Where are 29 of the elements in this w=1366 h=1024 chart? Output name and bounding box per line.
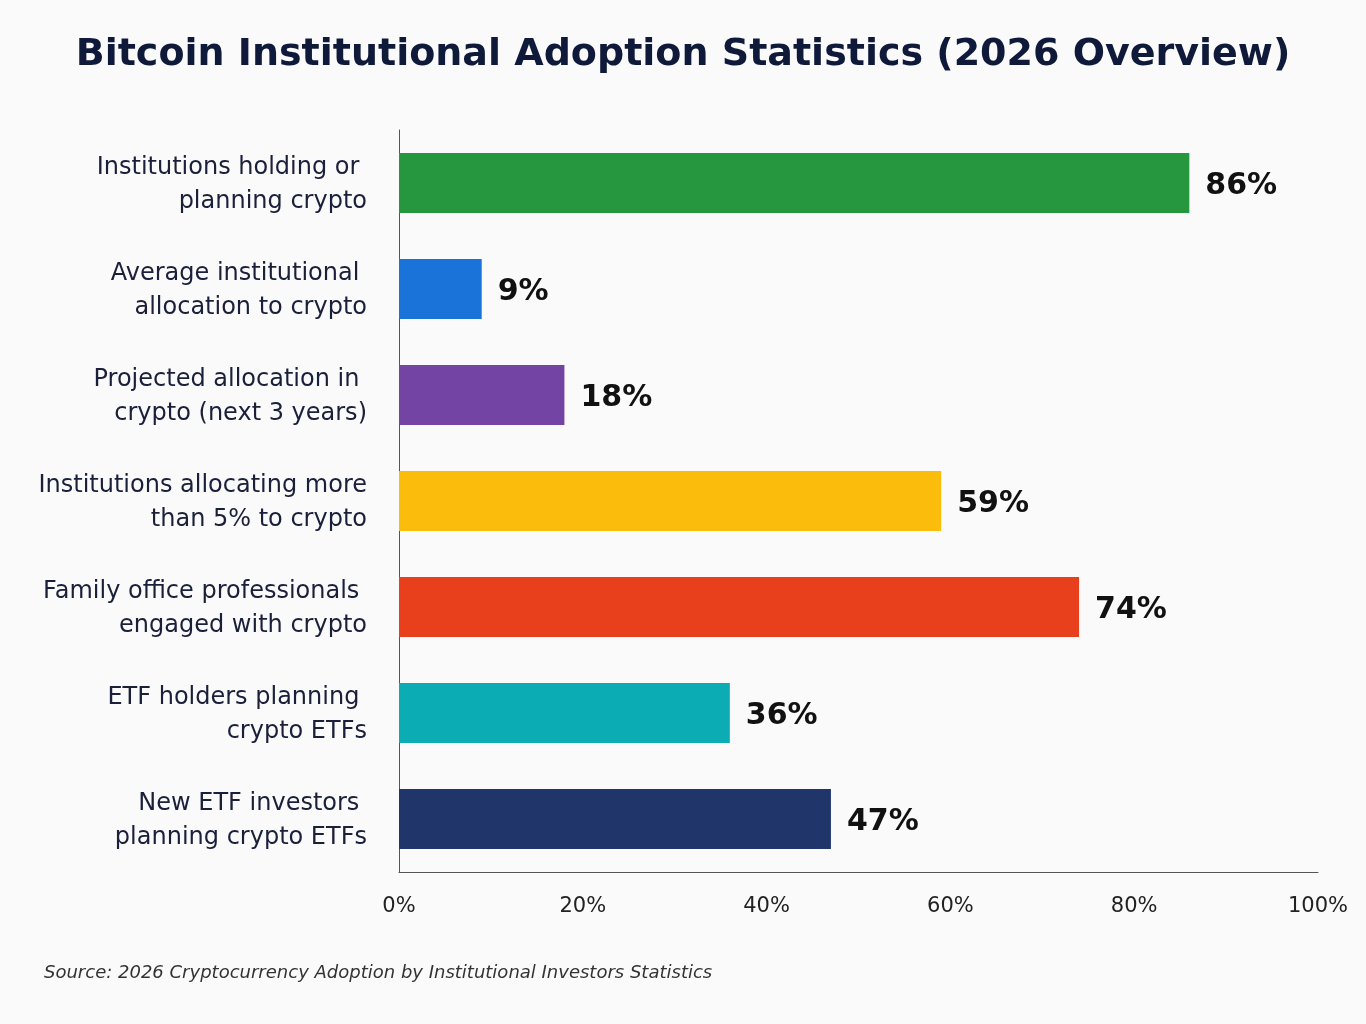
data-label: 36% [745, 695, 818, 731]
bar [399, 259, 482, 319]
data-label: 59% [957, 483, 1030, 519]
bar [399, 789, 831, 849]
y-tick-label: New ETF investors planning crypto ETFs [114, 788, 367, 850]
y-tick-label: Institutions holding or planning crypto [96, 152, 367, 214]
y-tick-label: ETF holders planning crypto ETFs [107, 682, 367, 744]
data-label: 74% [1095, 589, 1167, 625]
x-tick-label: 40% [743, 892, 790, 917]
x-tick-label: 0% [382, 892, 416, 917]
y-tick-label: Projected allocation in crypto (next 3 years) [93, 364, 367, 426]
y-tick-label: Family office professionals engaged with crypto [43, 576, 367, 638]
y-tick-label: Average institutional allocation to crypto [110, 258, 367, 320]
bar [399, 365, 565, 425]
source-note: Source: 2026 Cryptocurrency Adoption by Institutional Investors Statistics [44, 960, 713, 982]
data-label: 47% [846, 801, 919, 837]
bar [399, 153, 1190, 213]
x-tick-label: 20% [559, 892, 607, 917]
data-label: 86% [1205, 165, 1278, 201]
x-tick-label: 100% [1287, 892, 1349, 917]
bar [399, 577, 1080, 637]
bar [399, 683, 730, 743]
data-label: 18% [580, 377, 653, 413]
data-label: 9% [497, 271, 549, 307]
chart-title: Bitcoin Institutional Adoption Statistics (2026 Overview) [75, 30, 1291, 74]
bar [399, 471, 942, 531]
y-tick-label: Institutions allocating more than 5% to crypto [38, 470, 367, 532]
x-tick-label: 80% [1110, 892, 1158, 917]
x-tick-label: 60% [927, 892, 974, 917]
